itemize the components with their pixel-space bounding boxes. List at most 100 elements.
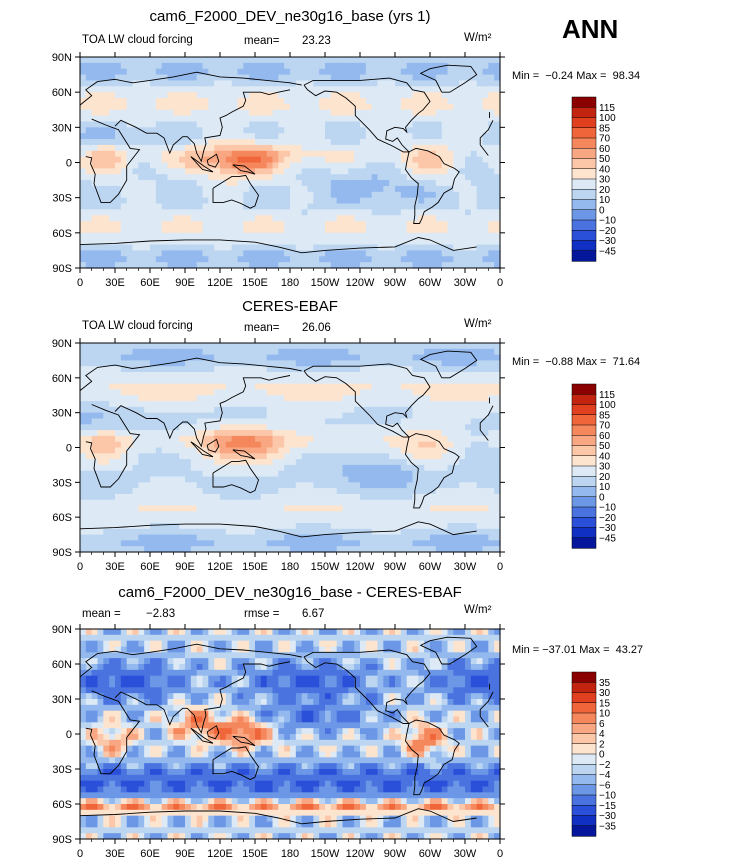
field-cell <box>255 366 262 373</box>
field-cell <box>161 203 169 210</box>
field-cell <box>266 453 274 460</box>
field-cell <box>80 244 87 252</box>
field-cell <box>389 470 396 478</box>
field-cell <box>465 180 472 187</box>
field-cell <box>120 57 128 64</box>
field-cell <box>120 174 128 181</box>
field-cell <box>441 418 449 425</box>
field-cell <box>365 156 373 164</box>
field-cell <box>190 92 198 99</box>
field-cell <box>144 348 151 356</box>
field-cell <box>336 174 344 181</box>
field-cell <box>430 262 437 269</box>
field-cell <box>284 343 291 350</box>
field-cell <box>459 412 466 420</box>
field-cell <box>85 174 93 181</box>
field-cell <box>365 372 373 379</box>
field-cell <box>365 103 373 111</box>
field-cell <box>319 168 326 175</box>
field-cell <box>220 80 227 87</box>
field-cell <box>313 435 320 443</box>
field-cell <box>447 412 454 420</box>
field-cell <box>348 103 355 111</box>
field-cell <box>173 418 180 425</box>
field-cell <box>237 470 244 478</box>
field-cell <box>313 180 320 187</box>
field-cell <box>482 488 489 495</box>
field-cell <box>150 354 157 362</box>
field-cell <box>389 103 396 111</box>
field-cell <box>319 232 326 240</box>
field-cell <box>488 197 495 205</box>
field-cell <box>196 232 204 240</box>
field-cell <box>150 470 157 478</box>
field-cell <box>447 354 454 362</box>
field-cell <box>371 150 379 158</box>
field-cell <box>132 180 139 187</box>
field-cell <box>220 435 227 443</box>
field-cell <box>109 62 116 70</box>
field-cell <box>447 505 454 512</box>
field-cell <box>307 57 314 64</box>
field-cell <box>424 511 431 518</box>
field-cell <box>196 197 204 205</box>
field-cell <box>313 103 320 111</box>
field-cell <box>395 435 402 443</box>
field-cell <box>313 366 320 373</box>
field-cell <box>395 115 402 123</box>
field-cell <box>342 389 349 396</box>
field-cell <box>365 168 373 175</box>
field-cell <box>272 343 279 350</box>
field-cell <box>173 505 180 512</box>
field-cell <box>202 68 209 76</box>
colorbar-label: 60 <box>599 144 611 155</box>
field-cell <box>453 74 460 82</box>
field-cell <box>97 453 104 460</box>
field-cell <box>290 482 297 489</box>
field-cell <box>395 401 402 408</box>
field-cell <box>494 103 501 111</box>
field-cell <box>476 215 484 222</box>
field-cell <box>290 133 297 140</box>
field-cell <box>290 430 297 437</box>
field-cell <box>330 250 338 257</box>
field-cell <box>225 109 233 117</box>
field-cell <box>115 115 122 123</box>
field-cell <box>214 250 221 257</box>
field-cell <box>80 389 87 396</box>
field-cell <box>91 144 99 152</box>
field-cell <box>91 476 99 483</box>
field-cell <box>360 505 367 512</box>
field-cell <box>80 488 87 495</box>
field-cell <box>430 215 437 222</box>
lon-tick-label: 120E <box>207 277 233 289</box>
field-cell <box>91 447 99 454</box>
field-cell <box>196 383 204 391</box>
field-cell <box>173 221 180 228</box>
field-cell <box>278 121 285 128</box>
field-cell <box>272 430 279 437</box>
field-cell <box>185 115 192 123</box>
field-cell <box>290 511 297 518</box>
field-cell <box>185 238 192 246</box>
field-cell <box>389 372 396 379</box>
field-cell <box>435 262 443 269</box>
field-cell <box>284 127 291 134</box>
field-cell <box>243 476 250 483</box>
panel-2-title: CERES-EBAF <box>242 298 338 315</box>
field-cell <box>354 372 361 379</box>
field-cell <box>342 354 349 362</box>
field-cell <box>348 406 355 414</box>
field-cell <box>260 395 268 402</box>
field-cell <box>161 103 169 111</box>
field-cell <box>103 168 110 175</box>
field-cell <box>91 499 99 507</box>
field-cell <box>202 115 209 123</box>
field-cell <box>196 389 204 396</box>
field-cell <box>272 185 279 193</box>
field-cell <box>260 68 268 76</box>
field-cell <box>406 464 414 472</box>
field-cell <box>115 133 122 140</box>
field-cell <box>488 144 495 152</box>
field-cell <box>155 244 163 252</box>
